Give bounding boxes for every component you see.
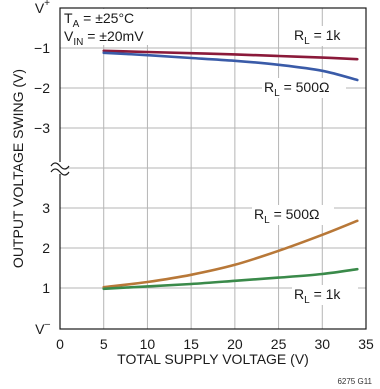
- x-tick-label: 15: [183, 336, 199, 352]
- x-axis-title: TOTAL SUPPLY VOLTAGE (V): [117, 351, 309, 367]
- y-tick-label: −3: [34, 120, 50, 136]
- x-tick-label: 5: [100, 336, 108, 352]
- plot-frame: [50, 7, 367, 330]
- condition-text: TA = ±25°C: [64, 10, 134, 30]
- grid: [60, 8, 366, 329]
- series-line-3: [102, 267, 359, 291]
- y-tick-label: 3: [42, 200, 50, 216]
- x-tick-label: 10: [140, 336, 156, 352]
- y-tick-label: 2: [42, 240, 50, 256]
- series-line-1: [102, 51, 359, 82]
- series-label-1: RL = 500Ω: [264, 79, 329, 99]
- y-tick-label: −1: [34, 40, 50, 56]
- figure-id: 6275 G11: [337, 377, 372, 386]
- y-axis-title: OUTPUT VOLTAGE SWING (V): [10, 69, 26, 268]
- axis-break-mark: [50, 168, 70, 176]
- series-label-3: RL = 1k: [294, 286, 341, 306]
- x-tick-label: 35: [358, 336, 374, 352]
- condition-bg: [62, 27, 154, 45]
- x-tick-label: 25: [271, 336, 287, 352]
- y-tick-label: V–: [35, 319, 50, 337]
- axis-break-mark: [50, 162, 70, 170]
- condition-bg: [62, 9, 154, 27]
- series-line-0: [102, 49, 359, 61]
- series-label-0: RL = 1k: [294, 27, 341, 47]
- y-tick-label: −2: [34, 80, 50, 96]
- series-label-bg: [292, 26, 358, 46]
- x-tick-label: 30: [314, 336, 330, 352]
- series-label-bg: [292, 285, 358, 305]
- series-label-bg: [252, 205, 334, 225]
- series-layer: [102, 49, 359, 291]
- text-layer: V+ −1 −2 −3 3 2 1 V– 0 5 10 15 20 25 30 35 TOTAL SUPPLY …: [10, 0, 374, 386]
- series-label-bg: [262, 78, 346, 98]
- y-tick-label: 1: [42, 280, 50, 296]
- y-tick-label: V+: [35, 0, 50, 16]
- x-tick-label: 20: [227, 336, 243, 352]
- condition-text: VIN = ±20mV: [64, 28, 144, 48]
- series-label-2: RL = 500Ω: [254, 206, 319, 226]
- x-tick-label: 0: [56, 336, 64, 352]
- axis-break-gap: [52, 162, 68, 174]
- series-line-2: [102, 219, 359, 289]
